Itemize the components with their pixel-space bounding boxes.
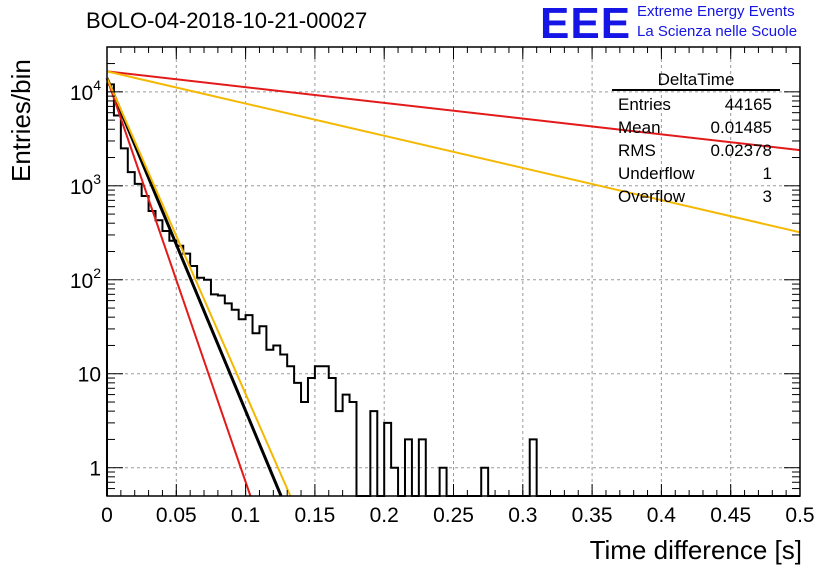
y-tick-label: 102 (70, 265, 101, 293)
y-axis-label: Entries/bin (6, 59, 36, 182)
fit-line-2 (106, 77, 292, 497)
x-tick-label: 0.35 (572, 504, 613, 527)
stats-value: 0.02378 (710, 141, 772, 160)
y-tick-label: 10 (78, 364, 101, 387)
x-tick-label: 0 (101, 504, 113, 527)
stats-label: Mean (618, 118, 661, 137)
stats-value: 3 (762, 187, 772, 206)
y-tick-label: 104 (70, 77, 101, 105)
stats-row-entries: Entries 44165 (612, 93, 780, 116)
x-tick-label: 0.15 (294, 504, 335, 527)
fit-line-4 (106, 70, 801, 234)
fit-line-3 (106, 70, 801, 152)
stats-label: RMS (618, 141, 656, 160)
stats-box: DeltaTime Entries 44165 Mean 0.01485 RMS… (612, 70, 780, 208)
fit-line-0 (105, 77, 283, 497)
x-axis-label: Time difference [s] (589, 535, 802, 565)
y-tick-label: 1 (89, 458, 101, 481)
logo-subtitle-1: Extreme Energy Events (637, 3, 795, 20)
fit-line-1 (106, 77, 252, 497)
tick-labels: 0 0.05 0.1 0.15 0.2 0.25 0.3 0.35 0.4 0.45 0.5 1 10 1… (70, 77, 815, 527)
stats-row-rms: RMS 0.02378 (612, 139, 780, 162)
fit-curves-layer (105, 70, 801, 497)
stats-label: Underflow (618, 164, 695, 183)
eee-logo: EEE (540, 0, 632, 48)
y-tick-label: 103 (70, 171, 101, 199)
stats-label: Overflow (618, 187, 686, 206)
logo-subtitle-2: La Scienza nelle Scuole (637, 23, 798, 40)
stats-row-underflow: Underflow 1 (612, 162, 780, 185)
stats-value: 0.01485 (710, 118, 772, 137)
x-tick-label: 0.2 (370, 504, 399, 527)
x-tick-label: 0.45 (710, 504, 751, 527)
stats-row-overflow: Overflow 3 (612, 185, 780, 208)
x-tick-label: 0.05 (156, 504, 197, 527)
stats-value: 1 (762, 164, 772, 183)
run-title: BOLO-04-2018-10-21-00027 (86, 8, 368, 33)
stats-value: 44165 (724, 95, 772, 114)
stats-row-mean: Mean 0.01485 (612, 116, 780, 139)
stats-title: DeltaTime (612, 70, 780, 91)
grid (107, 47, 800, 496)
axis-ticks (106, 46, 801, 497)
x-tick-label: 0.1 (231, 504, 260, 527)
x-tick-label: 0.4 (647, 504, 677, 527)
x-tick-label: 0.3 (508, 504, 537, 527)
x-tick-label: 0.25 (433, 504, 474, 527)
x-tick-label: 0.5 (785, 504, 814, 527)
stats-label: Entries (618, 95, 671, 114)
